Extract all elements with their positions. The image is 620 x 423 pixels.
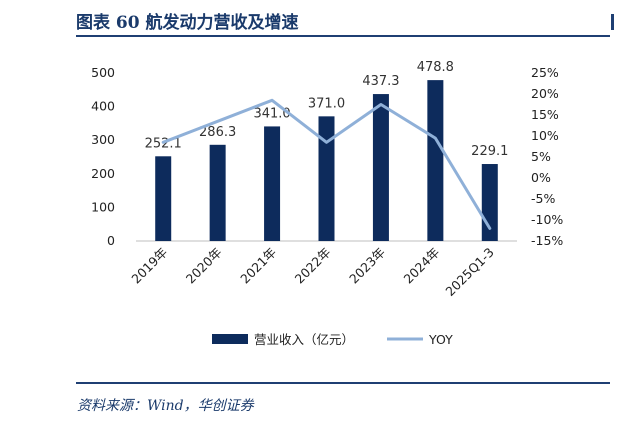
bar-value-label: 229.1 xyxy=(471,144,508,159)
right-axis-tick-label: 15% xyxy=(531,107,559,122)
right-axis-tick-label: 10% xyxy=(531,128,559,143)
x-axis-category-label: 2020年 xyxy=(183,245,225,287)
right-axis-tick-label: 0% xyxy=(531,170,551,185)
yoy-line xyxy=(161,98,492,230)
x-axis-category-label: 2019年 xyxy=(128,245,170,287)
right-axis-tick-label: 20% xyxy=(531,86,559,101)
left-axis-tick-label: 500 xyxy=(91,65,115,80)
x-axis-category-label: 2021年 xyxy=(237,245,279,287)
bar-value-label: 286.3 xyxy=(199,125,236,140)
revenue-bar xyxy=(155,156,172,241)
legend-yoy-label: YOY xyxy=(428,332,453,347)
left-axis-tick-label: 0 xyxy=(107,233,115,248)
bar-value-label: 437.3 xyxy=(362,74,399,89)
x-axis-category-label: 2023年 xyxy=(346,245,388,287)
bottom-rule xyxy=(76,382,610,384)
x-axis-category-label: 2022年 xyxy=(292,245,334,287)
figure-title: 图表 60 航发动力营收及增速 xyxy=(76,13,299,33)
x-axis-category-label: 2024年 xyxy=(401,245,443,287)
edge-marker xyxy=(611,14,614,30)
bar-value-label: 341.0 xyxy=(253,106,290,121)
bar-value-label: 478.8 xyxy=(417,60,454,75)
right-axis-tick-label: -5% xyxy=(531,191,555,206)
top-rule xyxy=(76,35,610,37)
source-note: 资料来源：Wind，华创证券 xyxy=(77,398,254,414)
left-axis-tick-label: 400 xyxy=(91,99,115,114)
left-axis-tick-label: 300 xyxy=(91,132,115,147)
revenue-bar xyxy=(318,116,335,241)
right-axis-tick-label: 25% xyxy=(531,65,559,80)
right-axis-tick-label: -10% xyxy=(531,212,563,227)
legend-bar-swatch xyxy=(212,334,248,344)
bar-value-label: 371.0 xyxy=(308,96,345,111)
revenue-bar xyxy=(209,144,226,241)
revenue-bar xyxy=(427,80,444,241)
right-axis-tick-label: -15% xyxy=(531,233,563,248)
x-axis-category-label: 2025Q1-3 xyxy=(442,245,497,300)
left-axis-tick-label: 200 xyxy=(91,166,115,181)
revenue-bar xyxy=(372,94,389,241)
left-axis-tick-label: 100 xyxy=(91,199,115,214)
revenue-bar xyxy=(264,126,281,241)
legend-revenue-label: 营业收入（亿元） xyxy=(254,332,354,347)
right-axis-tick-label: 5% xyxy=(531,149,551,164)
